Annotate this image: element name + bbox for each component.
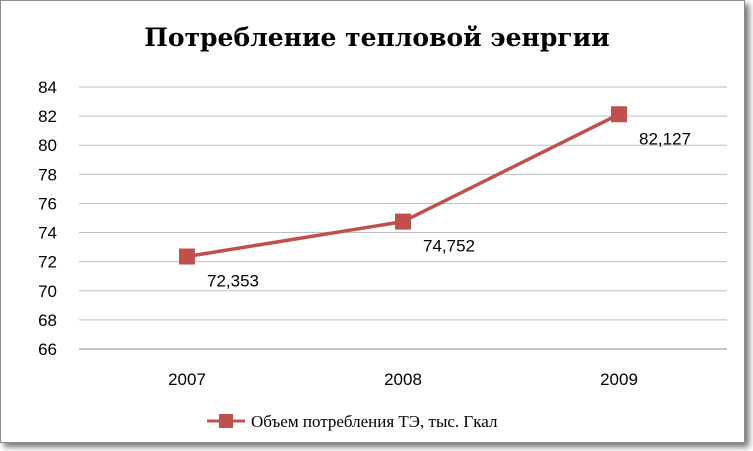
y-tick-label: 78 — [38, 165, 57, 184]
x-tick-label: 2009 — [600, 370, 638, 389]
y-tick-label: 80 — [38, 136, 57, 155]
y-tick-label: 74 — [38, 224, 57, 243]
data-labels: 72,353 74,752 82,127 — [207, 129, 691, 290]
legend-marker-icon — [219, 414, 233, 428]
x-tick-label: 2007 — [168, 370, 206, 389]
y-tick-label: 70 — [38, 282, 57, 301]
y-tick-label: 84 — [38, 78, 57, 97]
y-axis-tick-labels: 66 68 70 72 74 76 78 80 82 84 — [38, 78, 57, 359]
data-point-marker — [395, 213, 411, 230]
y-tick-label: 72 — [38, 253, 57, 272]
y-tick-label: 68 — [38, 311, 57, 330]
data-label: 74,752 — [423, 237, 475, 256]
data-label: 82,127 — [639, 129, 691, 148]
chart-title: Потребление тепловой эенргии — [144, 23, 609, 52]
data-point-marker — [179, 248, 195, 265]
y-tick-label: 76 — [38, 194, 57, 213]
series-line — [186, 112, 620, 259]
y-tick-label: 66 — [38, 340, 57, 359]
legend-label: Объем потребления ТЭ, тыс. Гкал — [251, 412, 498, 431]
data-label: 72,353 — [207, 272, 259, 291]
x-tick-label: 2008 — [384, 370, 422, 389]
gridlines — [79, 86, 727, 321]
y-tick-label: 82 — [38, 107, 57, 126]
series-layer — [179, 106, 627, 265]
line-chart: Потребление тепловой эенргии 66 68 70 72 74 7… — [38, 23, 727, 431]
x-axis-tick-labels: 2007 2008 2009 — [168, 370, 638, 389]
data-point-marker — [611, 106, 627, 123]
legend: Объем потребления ТЭ, тыс. Гкал — [207, 412, 498, 431]
chart-frame: Потребление тепловой эенргии 66 68 70 72 74 7… — [0, 0, 745, 443]
